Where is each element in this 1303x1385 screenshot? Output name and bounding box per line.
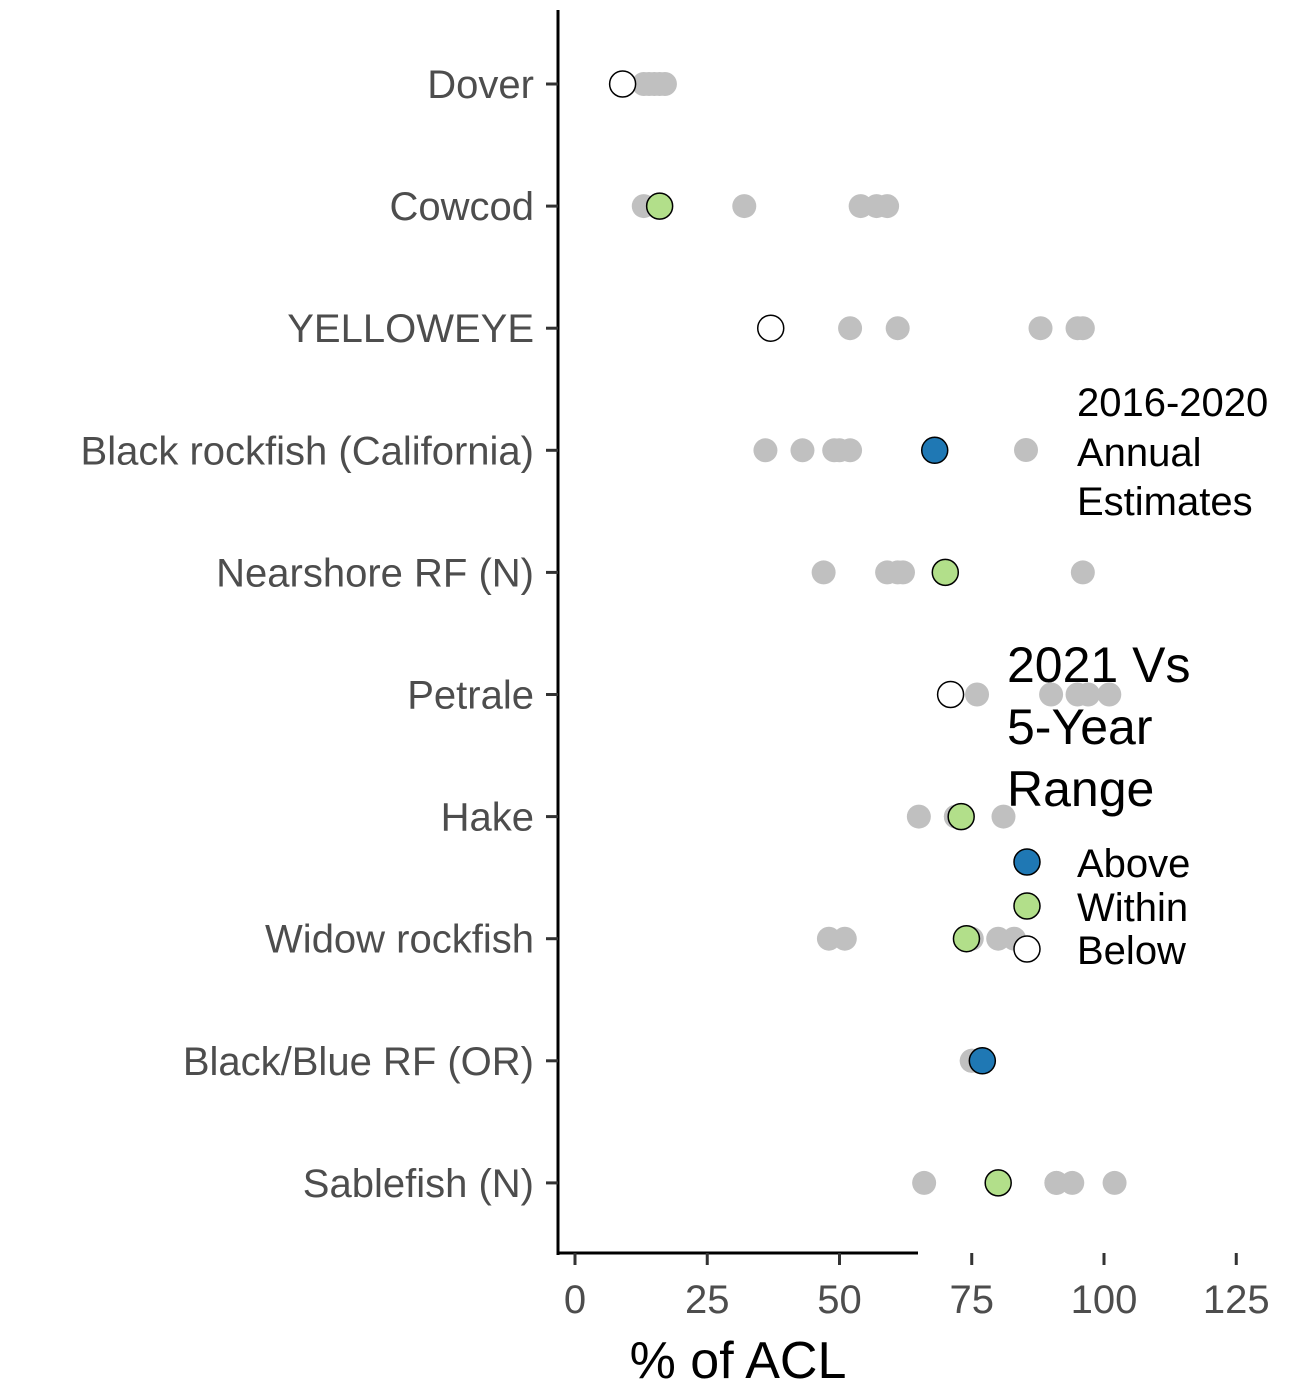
annual-estimate-point: [906, 804, 931, 829]
annual-estimate-point: [827, 438, 852, 463]
annual-estimate-point: [1070, 560, 1095, 585]
annual-estimate-point: [1060, 1170, 1085, 1195]
annual-estimate-point: [875, 194, 900, 219]
legend-within-swatch: [1013, 892, 1041, 920]
annual-estimate-point: [890, 560, 915, 585]
status-point-within: [952, 924, 981, 953]
annual-estimate-point: [1076, 682, 1101, 707]
x-tick-label: 75: [950, 1278, 995, 1322]
annual-estimate-point: [838, 316, 863, 341]
legend-status-title-line-2: 5-Year: [1007, 699, 1152, 755]
category-label: Black rockfish (California): [81, 429, 534, 473]
legend-annual-line-3: Estimates: [1077, 480, 1253, 524]
x-tick-label: 125: [1203, 1278, 1270, 1322]
annual-estimate-point: [832, 926, 857, 951]
legend-annual-estimates: 2016-2020 Annual Estimates: [1014, 381, 1268, 524]
status-point-within: [931, 558, 960, 587]
category-labels: Dover Cowcod YELLOWEYE Black rockfish (Cali…: [81, 63, 534, 1206]
category-label: YELLOWEYE: [287, 307, 534, 351]
axes: [546, 10, 1238, 1265]
annual-estimate-point: [965, 682, 990, 707]
status-point-within: [984, 1169, 1012, 1197]
status-points-layer: [608, 70, 1012, 1197]
annual-estimate-point: [912, 1170, 937, 1195]
status-point-above: [920, 436, 949, 465]
category-label: Widow rockfish: [265, 918, 534, 962]
status-point-within: [947, 802, 975, 831]
legend-below-swatch: [1013, 935, 1041, 963]
annual-estimate-point: [885, 316, 910, 341]
x-tick-label: 50: [817, 1278, 862, 1322]
category-label: Dover: [427, 63, 534, 107]
category-label: Petrale: [407, 674, 534, 718]
annual-estimate-point: [811, 560, 836, 585]
status-point-above: [968, 1047, 997, 1075]
status-point-below: [608, 70, 637, 98]
annual-estimate-point: [1028, 316, 1053, 341]
annual-estimate-point: [732, 194, 757, 219]
annual-estimate-point: [1097, 682, 1122, 707]
legend-annual-swatch: [1014, 438, 1038, 462]
category-label: Hake: [441, 796, 534, 840]
legend-status: 2021 Vs 5-Year Range Above Within Below: [1007, 637, 1190, 973]
x-tick-label: 25: [685, 1278, 730, 1322]
category-label: Black/Blue RF (OR): [183, 1040, 534, 1084]
annual-estimate-point: [991, 804, 1016, 829]
legend: 2016-2020 Annual Estimates 2021 Vs 5-Yea…: [1007, 381, 1268, 973]
annual-estimate-point: [753, 438, 778, 463]
annual-estimate-point: [1065, 316, 1090, 341]
status-point-below: [756, 314, 785, 342]
legend-annual-line-2: Annual: [1077, 431, 1202, 475]
x-tick-labels: 0 25 50 75 100 125: [564, 1278, 1270, 1322]
status-point-below: [936, 680, 965, 709]
x-tick-label: 0: [564, 1278, 586, 1322]
legend-above-label: Above: [1077, 842, 1190, 886]
category-label: Nearshore RF (N): [216, 551, 534, 595]
legend-within-label: Within: [1077, 886, 1188, 930]
legend-above-swatch: [1013, 848, 1041, 876]
legend-below-label: Below: [1077, 929, 1186, 973]
legend-status-title-line-1: 2021 Vs: [1007, 637, 1190, 693]
annual-estimate-point: [1102, 1170, 1127, 1195]
category-label: Cowcod: [389, 185, 534, 229]
legend-status-title-line-3: Range: [1007, 761, 1154, 817]
category-label: Sablefish (N): [303, 1162, 534, 1206]
x-tick-label: 100: [1071, 1278, 1138, 1322]
legend-annual-line-1: 2016-2020: [1077, 381, 1268, 425]
annual-estimate-point: [1039, 682, 1064, 707]
annual-estimates-layer: [631, 72, 1127, 1195]
x-axis-label: % of ACL: [630, 1332, 847, 1385]
annual-estimate-point: [631, 72, 656, 96]
annual-estimate-point: [790, 438, 815, 463]
status-point-within: [645, 192, 674, 220]
